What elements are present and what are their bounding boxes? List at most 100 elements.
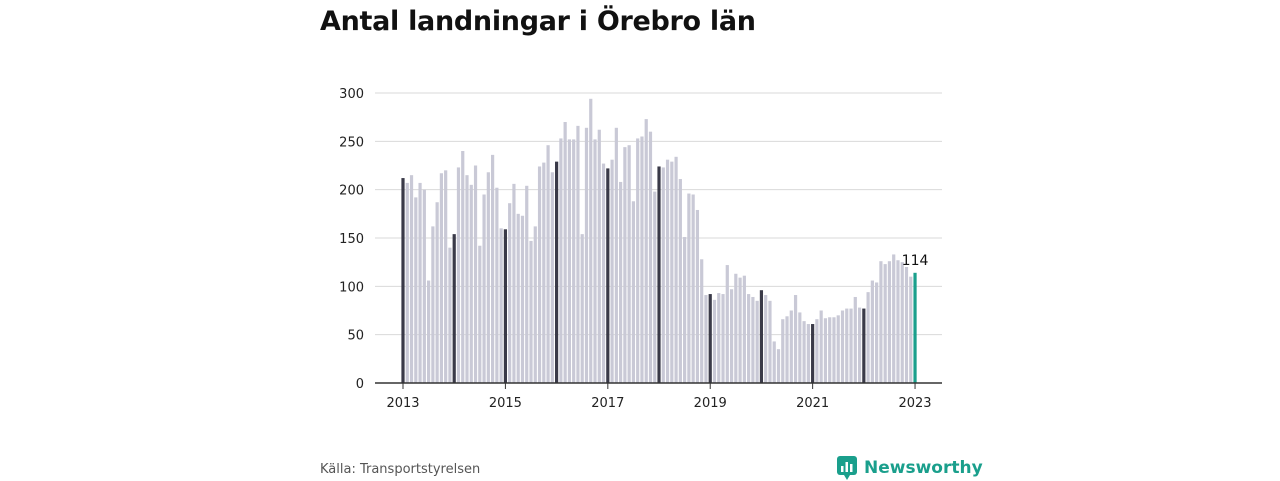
- bar-january: [606, 168, 610, 383]
- bar: [610, 159, 614, 383]
- x-tick-label: 2013: [386, 396, 419, 411]
- bar-january: [503, 229, 508, 383]
- bar: [640, 136, 644, 383]
- bar: [742, 275, 746, 383]
- source-text: Källa: Transportstyrelsen: [320, 462, 481, 477]
- annotations: 114: [902, 253, 929, 269]
- bar: [456, 167, 461, 383]
- y-tick-label: 300: [339, 87, 364, 102]
- bar: [627, 145, 631, 383]
- chart-title: Antal landningar i Örebro län: [320, 6, 756, 37]
- bar-january: [811, 324, 815, 383]
- bar: [870, 280, 874, 383]
- bar: [512, 183, 516, 383]
- bar: [845, 308, 849, 383]
- bar-january: [862, 308, 866, 383]
- bar: [601, 163, 606, 383]
- bar: [533, 226, 537, 383]
- bar: [482, 194, 486, 383]
- bar: [875, 282, 879, 383]
- bar: [678, 179, 682, 383]
- bar: [584, 127, 589, 383]
- bar: [409, 175, 414, 383]
- y-axis: 0 50 100 150 200 250 300: [339, 87, 364, 392]
- bar: [572, 139, 576, 383]
- bar: [781, 319, 785, 383]
- bar: [525, 185, 529, 383]
- bar: [840, 310, 845, 383]
- bar: [422, 189, 426, 383]
- bar: [828, 317, 832, 383]
- bar: [802, 321, 806, 383]
- bar: [683, 237, 687, 383]
- bar: [563, 122, 567, 383]
- bar: [747, 294, 751, 383]
- bar: [529, 240, 533, 383]
- bar: [576, 125, 580, 383]
- x-tick-label: 2015: [489, 396, 522, 411]
- bar: [537, 166, 542, 383]
- bar: [670, 161, 674, 383]
- bar: [789, 310, 793, 383]
- bar: [883, 264, 887, 383]
- bar: [465, 175, 469, 383]
- bar: [648, 131, 653, 383]
- bar: [704, 295, 708, 383]
- bars: [401, 98, 917, 384]
- bar: [729, 289, 734, 383]
- bar: [636, 138, 640, 383]
- x-tick-label: 2023: [898, 396, 931, 411]
- bar: [469, 184, 473, 383]
- bar: [589, 98, 593, 384]
- bar: [904, 267, 909, 383]
- bar: [691, 194, 695, 383]
- x-tick-label: 2017: [591, 396, 624, 411]
- bar: [806, 324, 810, 383]
- bar: [738, 277, 742, 383]
- y-tick-label: 150: [339, 232, 364, 247]
- bar: [431, 226, 435, 383]
- bar: [793, 295, 798, 383]
- bar: [593, 139, 597, 383]
- bar: [695, 209, 700, 383]
- bar: [725, 265, 729, 383]
- bar: [819, 310, 823, 383]
- bar: [687, 193, 691, 383]
- bar: [499, 228, 503, 383]
- bar: [832, 317, 836, 383]
- bar: [879, 261, 883, 383]
- bar: [405, 182, 409, 383]
- y-tick-label: 0: [356, 377, 364, 392]
- bar-january: [555, 161, 559, 383]
- bar: [550, 172, 554, 383]
- bar-january: [401, 178, 405, 383]
- y-tick-label: 200: [339, 184, 364, 199]
- bar-latest: [913, 272, 917, 383]
- brand-name: Newsworthy: [864, 458, 983, 478]
- bar: [427, 280, 431, 383]
- bar-january: [759, 290, 764, 383]
- bar: [815, 319, 819, 383]
- bar: [508, 203, 512, 383]
- bar: [567, 139, 572, 383]
- bar: [768, 300, 772, 383]
- last-value-label: 114: [902, 253, 929, 269]
- bar: [623, 147, 627, 383]
- bar: [764, 295, 768, 383]
- bar: [866, 292, 870, 383]
- bar-january: [657, 166, 661, 383]
- bar: [614, 127, 618, 383]
- bar: [717, 293, 721, 383]
- bar: [665, 159, 670, 383]
- x-tick-label: 2021: [796, 396, 829, 411]
- bar: [486, 172, 490, 383]
- bar: [418, 182, 422, 383]
- bar: [580, 234, 584, 383]
- brand[interactable]: Newsworthy: [836, 455, 983, 481]
- bar: [661, 167, 665, 383]
- bar: [597, 129, 601, 383]
- bar: [546, 145, 550, 383]
- bar: [798, 312, 802, 383]
- bar: [772, 341, 776, 383]
